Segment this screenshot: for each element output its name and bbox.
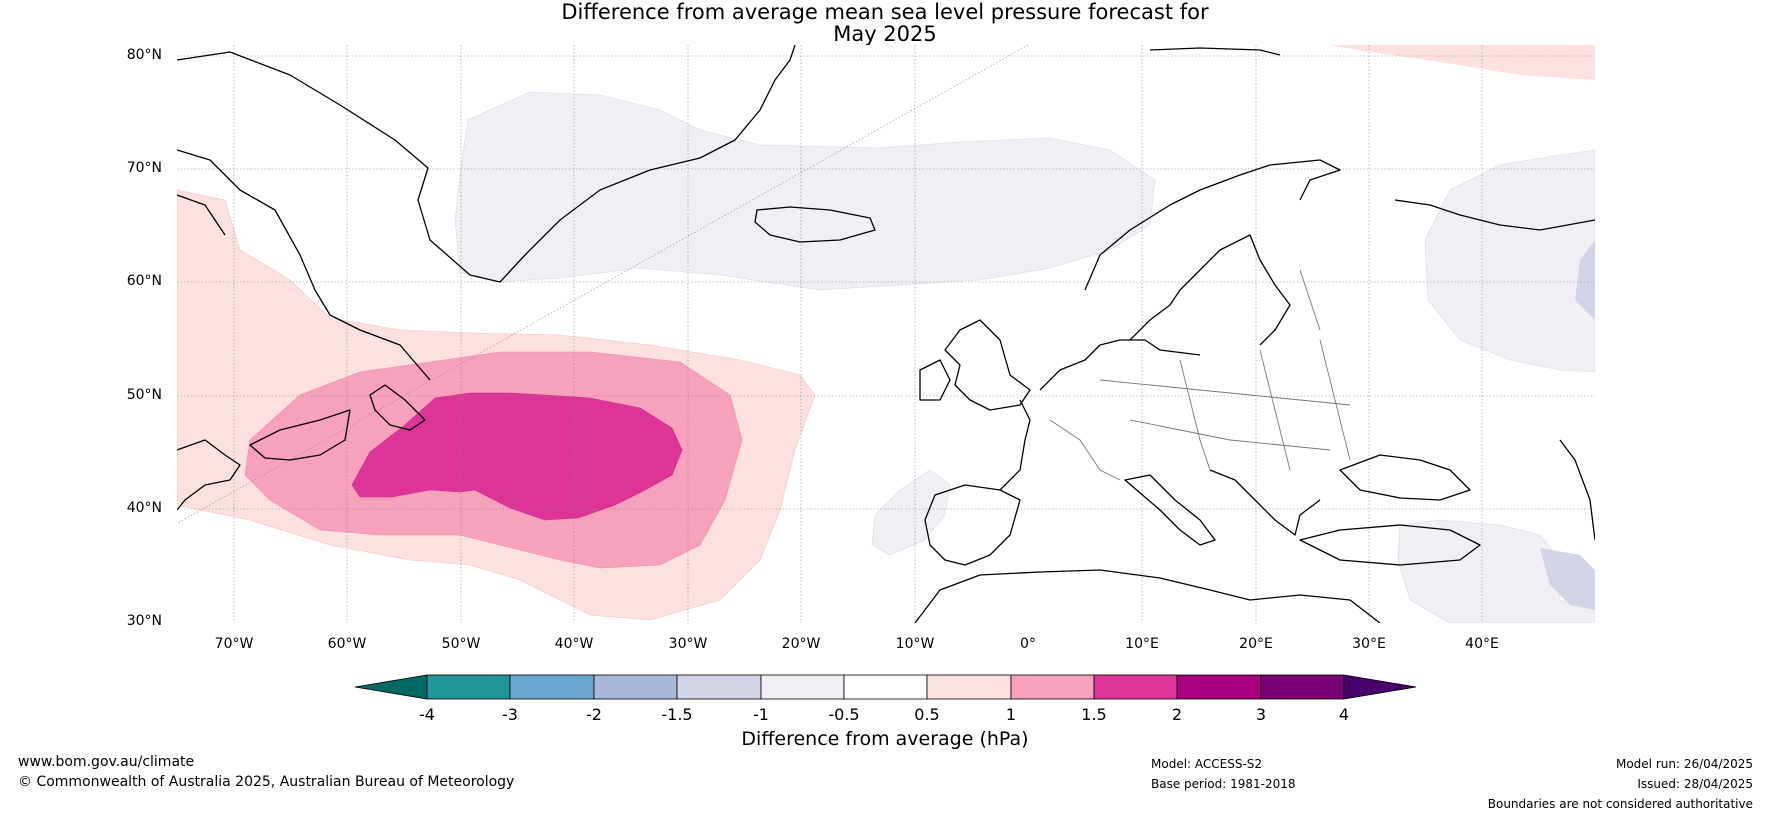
colorbar-bin-10: [1176, 674, 1262, 700]
coast-iberia: [924, 484, 1021, 566]
anomaly-region-neg-1-1.5-russia: [1575, 240, 1595, 320]
anomaly-region-neg-0.5-1-russia: [1424, 149, 1595, 373]
coast-ireland: [919, 359, 951, 401]
lat-label-30n: 30°N: [126, 613, 162, 629]
coast-labrador: [177, 149, 431, 381]
colorbar-tick: 2: [1171, 705, 1183, 724]
colorbar-bin-8: [1010, 674, 1095, 700]
coast-uk: [944, 319, 1031, 411]
map-area: [177, 45, 1595, 623]
coast-iceland: [754, 206, 876, 243]
coast-italy: [1124, 474, 1216, 546]
lon-label-30e: 30°E: [1352, 636, 1386, 652]
colorbar-bin-11: [1260, 674, 1345, 700]
lat-label-40n: 40°N: [126, 500, 162, 516]
coast-newfoundland: [369, 384, 426, 431]
colorbar-bin-9: [1093, 674, 1178, 700]
colorbar-bin-4: [676, 674, 762, 700]
colorbar-bin-5: [760, 674, 845, 700]
coast-greenland-east: [1149, 47, 1281, 56]
lon-label-40e: 40°E: [1465, 636, 1499, 652]
coast-canada-baffin: [177, 194, 226, 236]
anomaly-region-neg-0.5-1-iberia: [871, 469, 951, 556]
colorbar-tick: -4: [419, 705, 435, 724]
footer-copyright: © Commonwealth of Australia 2025, Austra…: [18, 774, 515, 790]
lat-label-50n: 50°N: [126, 387, 162, 403]
footer-base-period: Base period: 1981-2018: [1151, 777, 1296, 791]
colorbar-tick: -0.5: [828, 705, 860, 724]
anomaly-region-pos-0.5-1-arctic: [1330, 45, 1595, 80]
colorbar-extend-low: [354, 674, 428, 700]
colorbar-bin-2: [509, 674, 595, 700]
anomaly-region-neg-1-1.5-med: [1540, 548, 1595, 610]
colorbar-bin-6: [843, 674, 928, 700]
colorbar-tick: 1.5: [1081, 705, 1107, 724]
coast-us-east: [177, 439, 241, 511]
lon-label-0: 0°: [1020, 636, 1036, 652]
coast-nova-scotia: [249, 409, 351, 461]
coast-balkans: [1209, 469, 1321, 536]
lon-label-40w: 40°W: [554, 636, 594, 652]
coast-norway: [1084, 159, 1341, 291]
colorbar-tick: 0.5: [914, 705, 940, 724]
colorbar-tick: 4: [1338, 705, 1350, 724]
lat-label-60n: 60°N: [126, 273, 162, 289]
lon-label-60w: 60°W: [327, 636, 367, 652]
lat-label-70n: 70°N: [126, 160, 162, 176]
lon-label-70w: 70°W: [214, 636, 254, 652]
coast-scandinavia-baltic: [1129, 234, 1291, 346]
coast-north-africa: [914, 569, 1381, 623]
coast-russia-arctic: [1394, 199, 1595, 231]
footer-issued: Issued: 28/04/2025: [1637, 777, 1753, 791]
coast-caspian: [1559, 439, 1595, 541]
coast-greenland: [177, 45, 796, 283]
lon-label-10e: 10°E: [1125, 636, 1159, 652]
colorbar-bin-7: [926, 674, 1012, 700]
colorbar-tick: 1: [1005, 705, 1017, 724]
footer-website-link[interactable]: www.bom.gov.au/climate: [18, 754, 195, 770]
coast-france-west: [999, 399, 1031, 491]
lon-label-50w: 50°W: [441, 636, 481, 652]
lon-label-20e: 20°E: [1239, 636, 1273, 652]
colorbar-bin-1: [426, 674, 511, 700]
graticule: [177, 45, 1595, 623]
coast-turkey: [1299, 524, 1481, 566]
coastlines: [177, 45, 1595, 623]
colorbar-tick: -2: [586, 705, 602, 724]
colorbar-tick: -1: [753, 705, 769, 724]
footer-boundaries-note: Boundaries are not considered authoritat…: [1487, 797, 1753, 811]
lon-label-20w: 20°W: [781, 636, 821, 652]
chart-title-line2: May 2025: [833, 22, 937, 46]
footer-model: Model: ACCESS-S2: [1151, 757, 1263, 771]
lon-label-10w: 10°W: [895, 636, 935, 652]
lon-label-30w: 30°W: [668, 636, 708, 652]
colorbar-tick: -3: [502, 705, 518, 724]
colorbar-bin-3: [593, 674, 678, 700]
anomaly-region-pos-1.5-2: [351, 392, 683, 521]
colorbar: [354, 674, 1417, 700]
country-borders: [1049, 269, 1351, 481]
colorbar-label: Difference from average (hPa): [741, 728, 1029, 750]
colorbar-tick: 3: [1255, 705, 1267, 724]
colorbar-tick: -1.5: [661, 705, 693, 724]
coast-europe-west: [1039, 339, 1201, 391]
footer-model-run: Model run: 26/04/2025: [1615, 757, 1753, 771]
coast-black-sea: [1339, 454, 1471, 501]
lat-label-80n: 80°N: [126, 47, 162, 63]
colorbar-extend-high: [1343, 674, 1417, 700]
chart-title-line1: Difference from average mean sea level p…: [561, 0, 1209, 24]
